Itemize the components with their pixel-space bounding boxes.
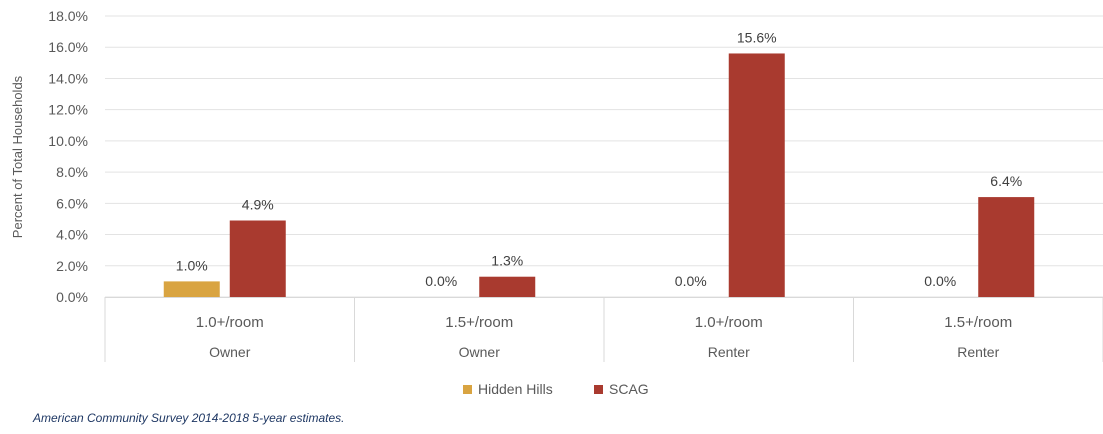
category-label: 1.5+/room bbox=[445, 314, 513, 331]
category-group-label: Owner bbox=[459, 344, 501, 360]
category-group-label: Owner bbox=[209, 344, 251, 360]
data-label: 0.0% bbox=[924, 273, 956, 289]
category-axis: 1.0+/room Owner 1.5+/room Owner 1.0+/room Ren… bbox=[104, 297, 1103, 362]
legend-swatch bbox=[594, 385, 603, 394]
legend: Hidden Hills SCAG bbox=[463, 381, 649, 397]
legend-label: SCAG bbox=[609, 381, 649, 397]
y-tick-label: 6.0% bbox=[56, 195, 88, 211]
source-note: American Community Survey 2014-2018 5-ye… bbox=[33, 411, 345, 425]
bar-hidden-hills bbox=[163, 281, 220, 297]
category-label: 1.0+/room bbox=[695, 314, 763, 331]
legend-label: Hidden Hills bbox=[478, 381, 553, 397]
y-tick-label: 8.0% bbox=[56, 164, 88, 180]
y-axis-ticks: 0.0% 2.0% 4.0% 6.0% 8.0% 10.0% 12.0% 14.0% 16.0%… bbox=[48, 8, 88, 305]
bar-scag bbox=[229, 220, 286, 297]
data-label: 6.4% bbox=[990, 173, 1022, 189]
y-tick-label: 10.0% bbox=[48, 133, 88, 149]
bar-scag bbox=[978, 197, 1035, 297]
data-label: 0.0% bbox=[675, 273, 707, 289]
category-group-label: Renter bbox=[957, 344, 999, 360]
y-tick-label: 14.0% bbox=[48, 70, 88, 86]
data-label: 1.0% bbox=[176, 257, 208, 273]
category-label: 1.0+/room bbox=[196, 314, 264, 331]
bar-scag bbox=[728, 53, 785, 297]
y-tick-label: 2.0% bbox=[56, 258, 88, 274]
data-label: 4.9% bbox=[242, 197, 274, 213]
category-label: 1.5+/room bbox=[944, 314, 1012, 331]
y-tick-label: 12.0% bbox=[48, 102, 88, 118]
bar-scag bbox=[479, 276, 536, 297]
legend-swatch bbox=[463, 385, 472, 394]
y-axis-label: Percent of Total Households bbox=[10, 75, 25, 238]
y-tick-label: 0.0% bbox=[56, 289, 88, 305]
y-tick-label: 16.0% bbox=[48, 39, 88, 55]
y-tick-label: 18.0% bbox=[48, 8, 88, 24]
bars bbox=[163, 53, 1035, 297]
data-label: 15.6% bbox=[737, 29, 777, 45]
data-labels: 1.0% 4.9% 0.0% 1.3% 0.0% 15.6% 0.0% 6.4% bbox=[176, 29, 1022, 289]
data-label: 1.3% bbox=[491, 253, 523, 269]
data-label: 0.0% bbox=[425, 273, 457, 289]
category-group-label: Renter bbox=[708, 344, 750, 360]
y-tick-label: 4.0% bbox=[56, 227, 88, 243]
